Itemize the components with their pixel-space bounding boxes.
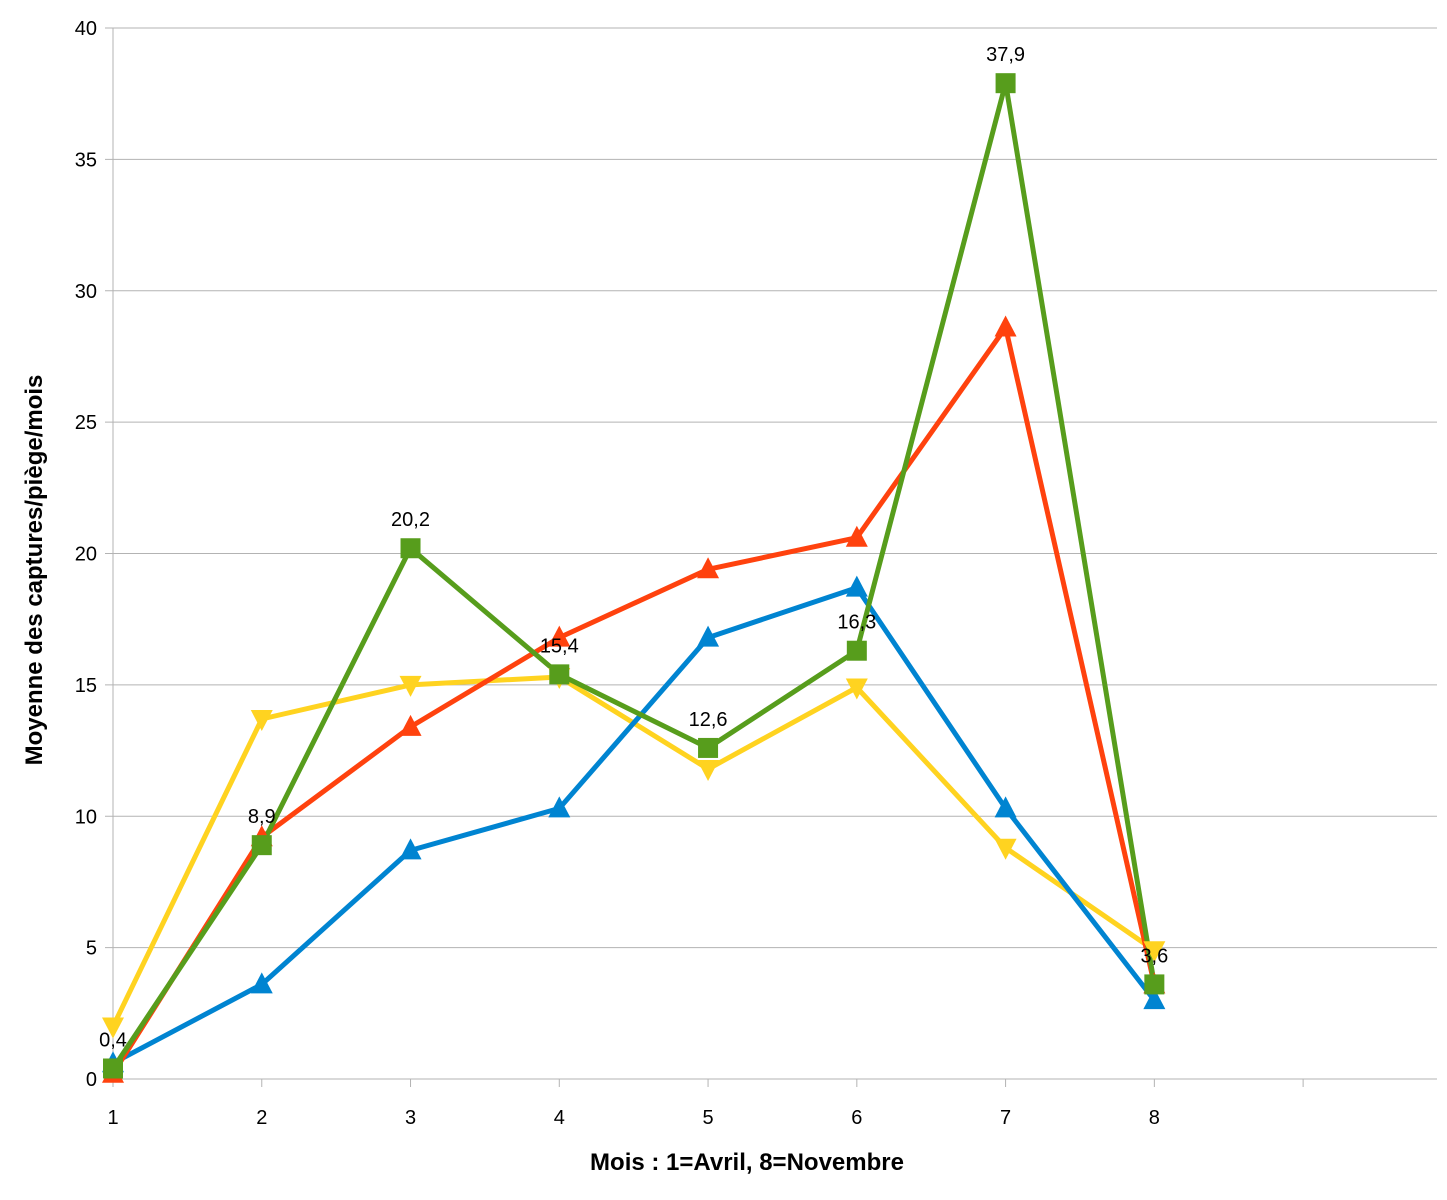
data-point-triangle bbox=[845, 525, 868, 547]
data-point-triangle-down bbox=[845, 678, 868, 700]
x-tick-label: 6 bbox=[851, 1107, 862, 1129]
data-point-triangle-down bbox=[102, 1017, 124, 1039]
series-lines bbox=[110, 80, 1157, 1077]
x-axis-tick-labels: 1 2 3 4 5 6 7 8 bbox=[107, 1107, 1159, 1129]
gridlines bbox=[113, 27, 1437, 949]
x-tick-label: 8 bbox=[1149, 1107, 1160, 1129]
data-point-triangle bbox=[399, 714, 422, 736]
data-point-square bbox=[251, 835, 272, 856]
data-label: 16,3 bbox=[837, 612, 876, 634]
series-line-3 bbox=[110, 325, 1157, 1077]
y-tick-label: 5 bbox=[86, 938, 97, 960]
axes bbox=[105, 27, 1437, 1087]
data-point-triangle-down bbox=[250, 710, 273, 732]
data-point-triangle-down bbox=[1143, 941, 1166, 963]
y-axis-title: Moyenne des captures/piège/mois bbox=[21, 375, 48, 766]
series-line-4 bbox=[110, 80, 1157, 1071]
data-point-triangle bbox=[994, 315, 1017, 337]
data-point-square bbox=[549, 664, 570, 685]
data-point-square bbox=[846, 640, 867, 661]
y-tick-label: 35 bbox=[75, 149, 97, 171]
data-point-triangle bbox=[697, 625, 720, 647]
data-label: 37,9 bbox=[986, 44, 1025, 66]
data-point-triangle bbox=[250, 972, 273, 994]
data-point-square bbox=[400, 538, 421, 559]
data-point-triangle bbox=[697, 557, 720, 579]
data-point-triangle bbox=[1143, 988, 1166, 1010]
data-label: 15,4 bbox=[540, 635, 579, 657]
data-label: 0,4 bbox=[99, 1029, 127, 1051]
y-tick-label: 20 bbox=[75, 544, 97, 566]
data-point-triangle bbox=[994, 796, 1017, 818]
y-tick-label: 25 bbox=[75, 412, 97, 434]
y-tick-label: 40 bbox=[75, 18, 97, 40]
series-markers bbox=[102, 73, 1166, 1083]
x-tick-label: 5 bbox=[702, 1107, 713, 1129]
x-axis-title: Mois : 1=Avril, 8=Novembre bbox=[590, 1149, 904, 1176]
y-tick-label: 0 bbox=[86, 1069, 97, 1091]
data-label: 12,6 bbox=[689, 709, 728, 731]
y-tick-label: 30 bbox=[75, 281, 97, 303]
series-line-2 bbox=[110, 585, 1157, 1066]
y-tick-label: 15 bbox=[75, 675, 97, 697]
x-tick-label: 3 bbox=[405, 1107, 416, 1129]
data-label: 20,2 bbox=[391, 509, 430, 531]
x-tick-label: 7 bbox=[1000, 1107, 1011, 1129]
x-tick-label: 4 bbox=[554, 1107, 565, 1129]
data-point-triangle-down bbox=[697, 759, 720, 781]
data-point-triangle bbox=[548, 625, 571, 647]
data-point-triangle bbox=[845, 575, 868, 597]
y-axis-tick-labels: 0 5 10 15 20 25 30 35 40 bbox=[75, 18, 97, 1091]
y-tick-label: 10 bbox=[75, 806, 97, 828]
data-point-square bbox=[1144, 974, 1165, 995]
data-label: 8,9 bbox=[248, 806, 276, 828]
data-point-triangle-down bbox=[994, 838, 1017, 860]
data-point-triangle bbox=[399, 838, 422, 860]
data-label: 3,6 bbox=[1140, 945, 1168, 967]
data-point-triangle bbox=[548, 796, 571, 818]
data-point-square bbox=[995, 73, 1016, 94]
x-tick-label: 1 bbox=[107, 1107, 118, 1129]
data-point-square bbox=[103, 1058, 123, 1079]
data-point-square bbox=[698, 737, 719, 758]
data-labels: 0,4 8,9 20,2 15,4 12,6 16,3 37,9 3,6 bbox=[99, 44, 1168, 1051]
data-point-triangle-down bbox=[399, 675, 422, 697]
x-tick-label: 2 bbox=[256, 1107, 267, 1129]
